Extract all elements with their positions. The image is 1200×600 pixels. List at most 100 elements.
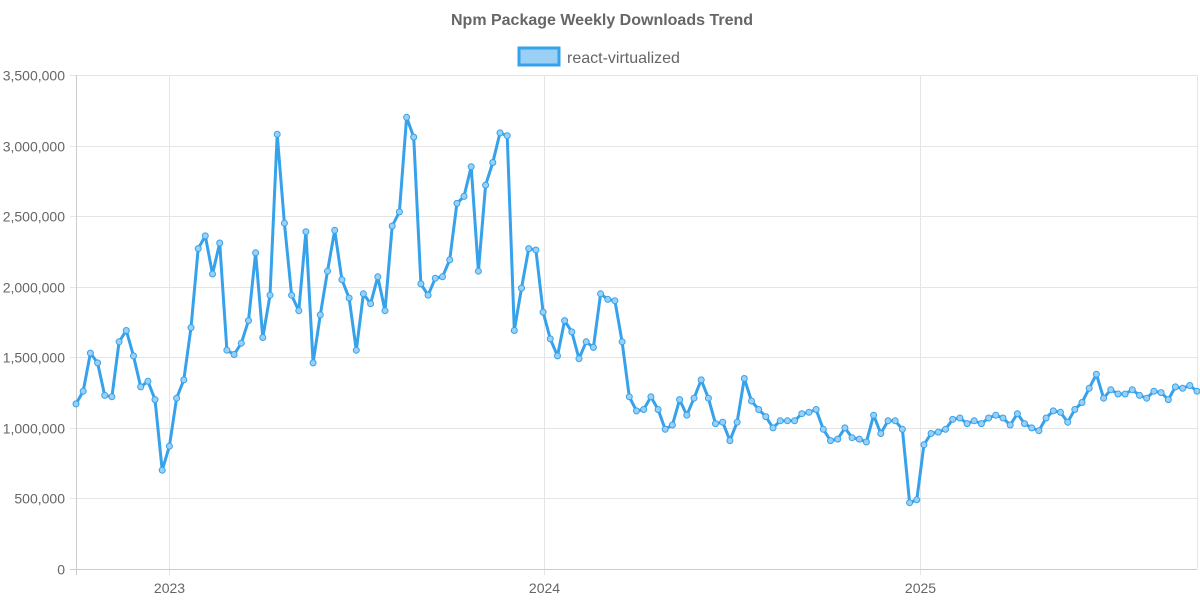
- data-point[interactable]: [446, 256, 454, 264]
- data-point[interactable]: [359, 290, 367, 298]
- data-point[interactable]: [575, 355, 583, 363]
- data-point[interactable]: [395, 208, 403, 216]
- data-point[interactable]: [173, 394, 181, 402]
- data-point[interactable]: [72, 400, 80, 408]
- data-point[interactable]: [144, 377, 152, 385]
- data-point[interactable]: [927, 430, 935, 437]
- data-point[interactable]: [309, 359, 317, 367]
- data-point[interactable]: [898, 425, 906, 433]
- data-point[interactable]: [920, 441, 928, 449]
- data-point[interactable]: [661, 425, 669, 433]
- data-point[interactable]: [1042, 414, 1050, 422]
- data-point[interactable]: [115, 338, 123, 346]
- data-point[interactable]: [841, 424, 849, 432]
- data-point[interactable]: [719, 418, 727, 426]
- data-point[interactable]: [316, 311, 324, 319]
- data-point[interactable]: [302, 228, 310, 236]
- data-point[interactable]: [1107, 386, 1115, 394]
- data-point[interactable]: [86, 349, 94, 357]
- data-point[interactable]: [79, 387, 87, 395]
- data-point[interactable]: [518, 284, 525, 292]
- data-point[interactable]: [1049, 407, 1057, 415]
- data-point[interactable]: [1128, 386, 1136, 394]
- data-point[interactable]: [180, 376, 188, 384]
- data-point[interactable]: [640, 406, 648, 413]
- data-point[interactable]: [690, 394, 698, 402]
- data-point[interactable]: [1085, 384, 1093, 392]
- data-point[interactable]: [1164, 396, 1172, 404]
- data-point[interactable]: [288, 291, 296, 299]
- data-point[interactable]: [151, 396, 159, 404]
- data-point[interactable]: [1071, 406, 1079, 413]
- data-point[interactable]: [827, 437, 834, 445]
- data-point[interactable]: [417, 280, 425, 288]
- data-point[interactable]: [496, 129, 504, 137]
- data-point[interactable]: [561, 317, 569, 325]
- data-point[interactable]: [187, 324, 195, 332]
- data-point[interactable]: [137, 383, 145, 391]
- data-point[interactable]: [999, 414, 1007, 422]
- data-point[interactable]: [906, 499, 914, 507]
- data-point[interactable]: [1171, 383, 1179, 391]
- data-point[interactable]: [352, 346, 360, 354]
- data-point[interactable]: [539, 308, 547, 316]
- data-point[interactable]: [604, 295, 612, 303]
- data-point[interactable]: [1179, 384, 1187, 392]
- data-point[interactable]: [877, 430, 885, 437]
- data-point[interactable]: [618, 338, 626, 346]
- data-point[interactable]: [1100, 394, 1108, 402]
- data-point[interactable]: [209, 270, 216, 278]
- data-point[interactable]: [273, 130, 281, 138]
- data-point[interactable]: [403, 113, 411, 121]
- data-point[interactable]: [977, 420, 985, 428]
- data-point[interactable]: [891, 417, 899, 425]
- data-point[interactable]: [1092, 370, 1100, 378]
- data-point[interactable]: [230, 351, 238, 358]
- data-point[interactable]: [94, 359, 102, 367]
- data-point[interactable]: [597, 290, 605, 298]
- data-point[interactable]: [956, 414, 964, 422]
- data-point[interactable]: [934, 428, 942, 436]
- legend[interactable]: react-virtualized: [517, 46, 680, 67]
- data-point[interactable]: [510, 327, 518, 334]
- data-point[interactable]: [992, 411, 1000, 419]
- data-point[interactable]: [381, 307, 389, 315]
- data-point[interactable]: [589, 343, 597, 351]
- data-point[interactable]: [633, 407, 640, 415]
- data-point[interactable]: [568, 328, 576, 336]
- data-point[interactable]: [783, 417, 791, 425]
- data-point[interactable]: [424, 291, 432, 299]
- data-point[interactable]: [1121, 390, 1129, 398]
- data-point[interactable]: [201, 232, 209, 240]
- data-point[interactable]: [1078, 399, 1086, 406]
- data-point[interactable]: [280, 219, 288, 227]
- data-point[interactable]: [489, 159, 497, 166]
- data-point[interactable]: [482, 181, 490, 189]
- data-point[interactable]: [913, 496, 921, 504]
- data-point[interactable]: [216, 239, 224, 247]
- data-point[interactable]: [1057, 408, 1064, 416]
- data-point[interactable]: [726, 437, 734, 445]
- data-point[interactable]: [819, 425, 827, 433]
- data-point[interactable]: [942, 425, 949, 433]
- data-point[interactable]: [798, 410, 806, 418]
- data-point[interactable]: [474, 267, 482, 275]
- legend-label[interactable]: react-virtualized: [567, 50, 680, 67]
- data-point[interactable]: [611, 297, 619, 305]
- data-point[interactable]: [367, 300, 375, 308]
- data-point[interactable]: [237, 339, 245, 347]
- data-point[interactable]: [1006, 421, 1014, 429]
- data-point[interactable]: [1150, 387, 1158, 395]
- data-point[interactable]: [1064, 418, 1072, 426]
- data-point[interactable]: [985, 414, 993, 422]
- data-point[interactable]: [324, 267, 331, 275]
- data-point[interactable]: [467, 163, 475, 171]
- data-point[interactable]: [812, 406, 820, 413]
- data-point[interactable]: [108, 393, 116, 401]
- data-point[interactable]: [870, 411, 878, 419]
- data-point[interactable]: [963, 420, 971, 428]
- data-point[interactable]: [1035, 427, 1043, 435]
- data-point[interactable]: [1136, 391, 1143, 399]
- data-point[interactable]: [676, 396, 684, 404]
- data-point[interactable]: [460, 192, 468, 200]
